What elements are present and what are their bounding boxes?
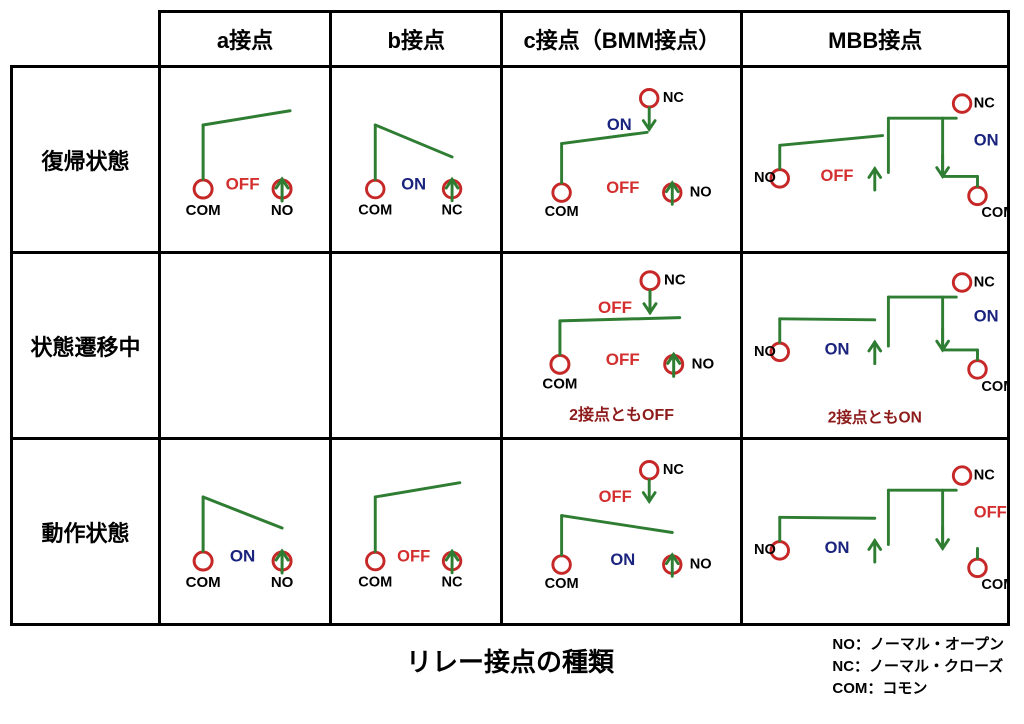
col-header-mbb: MBB接点 — [742, 12, 1009, 67]
svg-text:OFF: OFF — [599, 487, 632, 506]
cell-m-operate: NO NC COM ON OFF — [742, 439, 1009, 625]
col-header-a: a接点 — [159, 12, 330, 67]
svg-text:NO: NO — [754, 170, 776, 186]
svg-text:NC: NC — [442, 574, 464, 590]
svg-text:COM: COM — [358, 574, 392, 590]
svg-text:OFF: OFF — [598, 298, 632, 317]
svg-text:ON: ON — [401, 175, 426, 194]
cell-a-reset: COM NO OFF — [159, 67, 330, 253]
cell-b-reset: COM NC ON — [331, 67, 502, 253]
svg-text:COM: COM — [982, 205, 1007, 221]
cell-a-transition — [159, 253, 330, 439]
svg-text:ON: ON — [974, 130, 999, 149]
svg-text:COM: COM — [358, 202, 392, 218]
col-header-b: b接点 — [331, 12, 502, 67]
svg-text:COM: COM — [186, 574, 221, 591]
svg-text:OFF: OFF — [606, 350, 640, 369]
row-header-transition: 状態遷移中 — [12, 253, 160, 439]
relay-contact-table: a接点 b接点 c接点（BMM接点） MBB接点 復帰状態 COM NO OFF C… — [10, 10, 1010, 626]
svg-text:NC: NC — [663, 462, 685, 478]
cell-b-operate: COM NC OFF — [331, 439, 502, 625]
svg-text:NO: NO — [271, 202, 294, 219]
svg-text:NC: NC — [664, 272, 686, 289]
svg-text:COM: COM — [545, 204, 579, 220]
svg-text:NO: NO — [692, 355, 715, 372]
corner-cell — [12, 12, 160, 67]
svg-text:OFF: OFF — [974, 502, 1007, 521]
cell-c-transition: COM NO NC OFF OFF 2接点ともOFF — [502, 253, 742, 439]
footer: リレー接点の種類 NO：ノーマル・オープン NC：ノーマル・クローズ COM：コ… — [10, 634, 1010, 714]
svg-text:ON: ON — [825, 339, 850, 358]
svg-text:COM: COM — [982, 577, 1007, 593]
svg-text:OFF: OFF — [225, 175, 259, 194]
svg-text:ON: ON — [974, 307, 999, 326]
svg-text:OFF: OFF — [607, 178, 640, 197]
row-header-operate: 動作状態 — [12, 439, 160, 625]
cell-c-operate: COM NO NC ON OFF — [502, 439, 742, 625]
svg-text:NC: NC — [974, 467, 996, 483]
svg-text:2接点ともOFF: 2接点ともOFF — [569, 405, 674, 424]
svg-text:NO: NO — [754, 344, 776, 360]
svg-text:NC: NC — [442, 202, 464, 218]
cell-c-reset: COM NO NC OFF ON — [502, 67, 742, 253]
legend-com: COM：コモン — [832, 678, 1004, 700]
cell-a-operate: COM NO ON — [159, 439, 330, 625]
svg-text:NC: NC — [974, 274, 996, 290]
svg-text:ON: ON — [607, 115, 632, 134]
cell-b-transition — [331, 253, 502, 439]
svg-text:OFF: OFF — [397, 547, 430, 566]
legend-no: NO：ノーマル・オープン — [832, 634, 1004, 656]
svg-text:2接点ともON: 2接点ともON — [828, 407, 922, 426]
svg-text:NO: NO — [690, 184, 712, 200]
svg-text:COM: COM — [186, 202, 221, 219]
svg-text:ON: ON — [611, 550, 636, 569]
svg-text:COM: COM — [545, 576, 579, 592]
legend-nc: NC：ノーマル・クローズ — [832, 656, 1004, 678]
svg-text:COM: COM — [982, 379, 1007, 395]
svg-text:NC: NC — [663, 90, 685, 106]
cell-m-reset: NO NC COM OFF ON — [742, 67, 1009, 253]
svg-text:NO: NO — [690, 556, 712, 572]
svg-text:NO: NO — [754, 542, 776, 558]
svg-text:NC: NC — [974, 95, 996, 111]
col-header-c: c接点（BMM接点） — [502, 12, 742, 67]
svg-text:COM: COM — [543, 375, 578, 392]
svg-text:ON: ON — [230, 547, 256, 566]
legend: NO：ノーマル・オープン NC：ノーマル・クローズ COM：コモン — [832, 634, 1004, 699]
svg-text:ON: ON — [825, 538, 850, 557]
cell-m-transition: NO NC COM ON ON 2接点ともON — [742, 253, 1009, 439]
row-header-reset: 復帰状態 — [12, 67, 160, 253]
svg-text:OFF: OFF — [821, 166, 854, 185]
svg-text:NO: NO — [271, 574, 294, 591]
